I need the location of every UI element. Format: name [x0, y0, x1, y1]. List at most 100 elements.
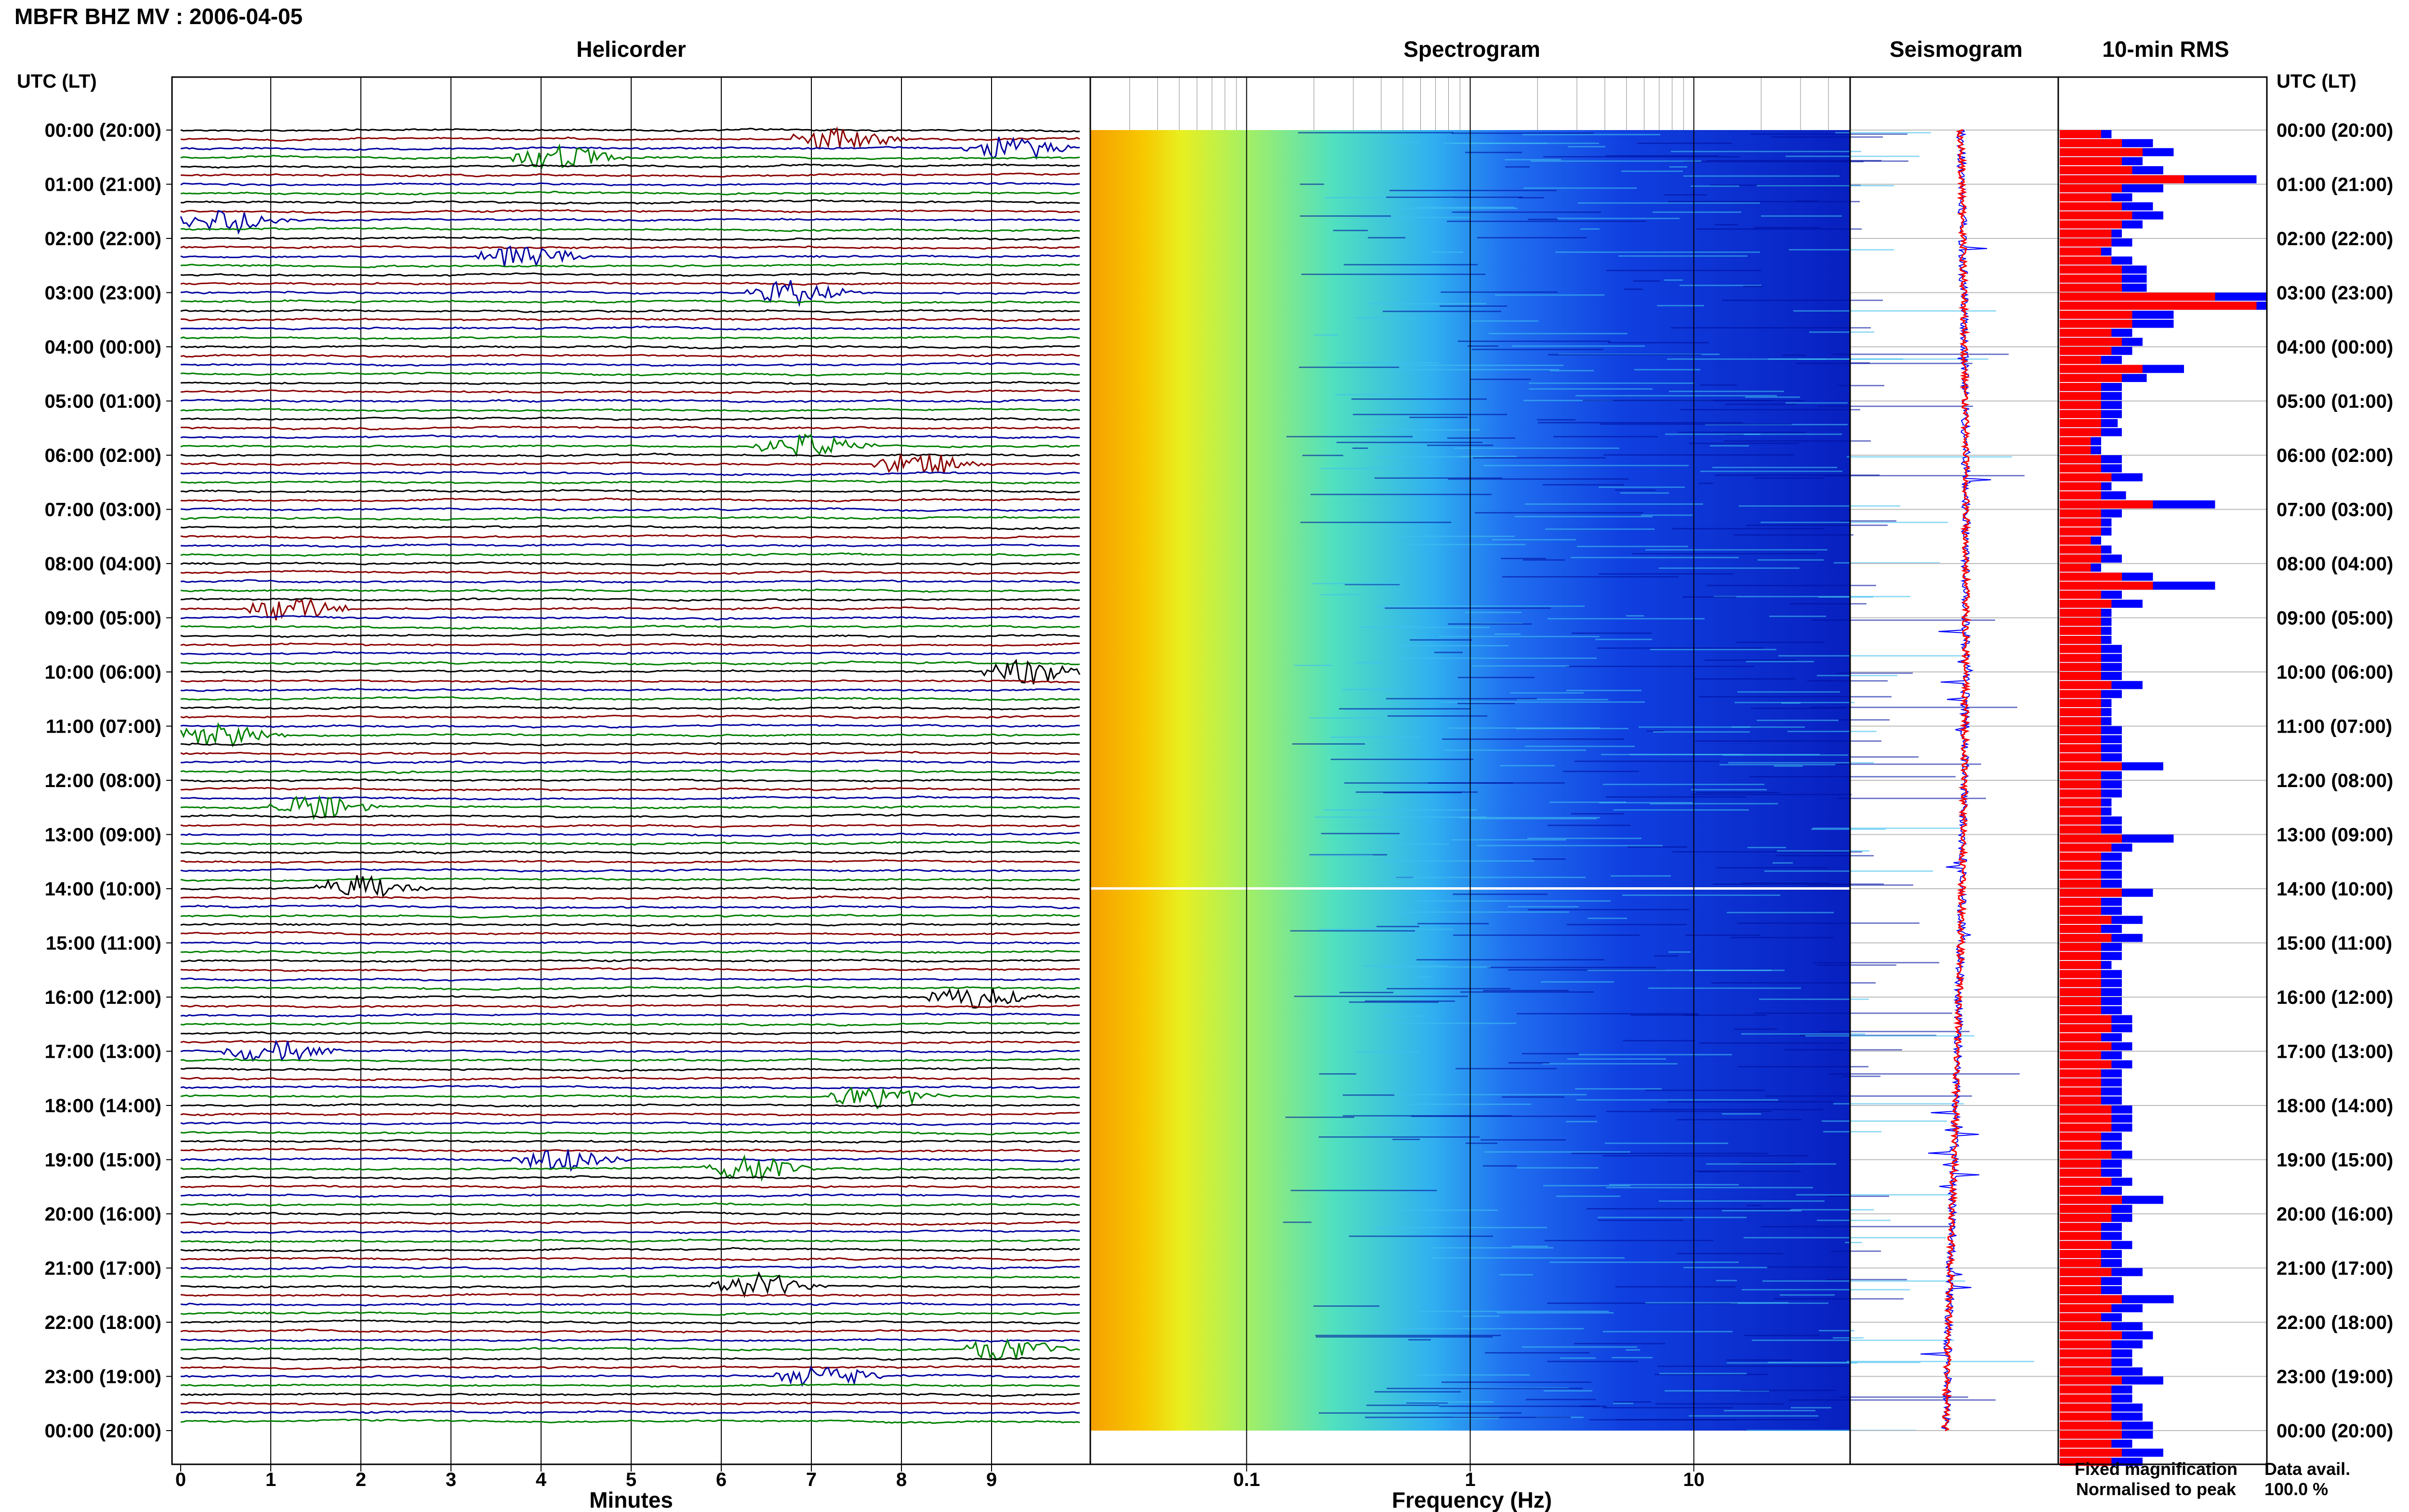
spectrogram-streak: [1777, 850, 1869, 852]
rms-bar-normalised: [2060, 283, 2122, 292]
rms-bar-normalised: [2060, 166, 2132, 174]
spectrogram-streak: [1696, 228, 1862, 230]
spectrogram-streak: [1390, 1023, 1516, 1024]
time-label-left: 19:00 (15:00): [45, 1150, 161, 1171]
spectrogram-streak: [1695, 740, 1881, 742]
spectrogram-streak: [1671, 151, 1861, 152]
helicorder-trace: [180, 1293, 1080, 1298]
helicorder-trace: [180, 1039, 1080, 1062]
spectrogram-streak: [1826, 1279, 1907, 1280]
spectrogram-streak: [1367, 1135, 1389, 1136]
rms-bar-normalised: [2060, 1340, 2112, 1349]
helicorder-trace: [180, 226, 1080, 232]
helicorder-trace: [180, 1410, 1080, 1415]
spectrogram-streak: [1618, 255, 1747, 257]
spectrogram-streak: [1632, 553, 1816, 554]
helicorder-trace: [180, 1271, 1080, 1299]
rms-bar-normalised: [2060, 1277, 2101, 1286]
spectrogram-streak: [1489, 333, 1628, 334]
spectrogram-streak: [1301, 274, 1485, 275]
helicorder-trace: [180, 1112, 1080, 1117]
spectrogram-streak: [1396, 657, 1597, 659]
rms-bar-normalised: [2060, 744, 2101, 752]
helicorder-trace: [181, 425, 1080, 431]
spectrogram-streak: [1470, 379, 1531, 380]
rms-bar-normalised: [2060, 681, 2112, 689]
spectrogram-streak: [1595, 639, 1652, 640]
spectrogram-streak: [1650, 803, 1778, 804]
spectrogram-streak: [1626, 1349, 1640, 1351]
spectrogram-streak: [1742, 1289, 1910, 1290]
spectrogram-streak: [1386, 698, 1537, 699]
spectrogram-streak: [1639, 726, 1805, 728]
spectrogram-streak: [1391, 365, 1563, 366]
spectrogram-streak: [1537, 419, 1575, 421]
spectrogram-streak: [1689, 443, 1799, 444]
spectrogram-streak: [1741, 1033, 1865, 1035]
helicorder-trace: [180, 1085, 1080, 1090]
rms-bar-normalised: [2060, 319, 2132, 328]
spectrogram-streak: [1390, 190, 1557, 191]
spectrogram-streak: [1517, 1013, 1698, 1014]
time-label-right: 08:00 (04:00): [2277, 553, 2393, 575]
spectrogram-streak: [1774, 765, 1803, 767]
spectrogram-streak: [1501, 558, 1546, 559]
spectrogram-streak: [1387, 1388, 1583, 1389]
spectrogram-streak: [1555, 251, 1760, 253]
rms-bar-normalised: [2060, 1042, 2112, 1051]
rms-bar-normalised: [2060, 509, 2101, 518]
spectrogram-streak: [1833, 1337, 1864, 1339]
rms-bar-normalised: [2060, 708, 2101, 716]
spectrogram-streak: [1712, 467, 1837, 468]
spectrogram-streak: [1726, 1359, 1792, 1361]
spectrogram-streak: [1528, 219, 1558, 220]
rms-bar-normalised: [2060, 338, 2122, 346]
spectrogram-streak: [1381, 605, 1585, 607]
rms-bar-normalised: [2060, 762, 2122, 771]
rms-bar-normalised: [2060, 464, 2101, 473]
spectrogram-streak: [1727, 1362, 1857, 1364]
time-label-right: 21:00 (17:00): [2277, 1258, 2393, 1279]
rms-bar-normalised: [2060, 473, 2112, 482]
spectrogram-streak: [1387, 988, 1510, 989]
spectrogram-streak: [1309, 717, 1381, 719]
spectrogram-streak: [1599, 573, 1734, 575]
spectrogram-streak: [1368, 237, 1405, 238]
spectrogram-streak: [1497, 1312, 1614, 1314]
spectrogram-streak: [1724, 1410, 1815, 1411]
spectrogram-streak: [1606, 155, 1719, 157]
spectrogram-streak: [1319, 1412, 1522, 1414]
helicorder-trace: [180, 434, 1080, 439]
spectrogram-streak: [1608, 342, 1709, 343]
spectrogram-streak: [1680, 409, 1860, 410]
spectrogram-streak: [1700, 384, 1737, 386]
spectrogram-streak: [1523, 187, 1637, 189]
time-label-right: 20:00 (16:00): [2277, 1204, 2393, 1225]
helicorder-trace: [180, 245, 1080, 267]
helicorder-trace: [180, 172, 1080, 178]
helicorder-trace: [180, 814, 1080, 818]
spectrogram-streak: [1813, 828, 1960, 829]
x-axes: 0 1 2 3 4 5 6 7 8 9 0.1 1 10: [175, 1464, 1705, 1490]
spectrogram-streak: [1310, 855, 1373, 856]
spectrogram-streak: [1418, 1311, 1609, 1312]
spectrogram-streak: [1495, 633, 1521, 635]
spectrogram-streak: [1353, 414, 1507, 415]
spectrogram-streak: [1588, 970, 1772, 971]
spectrogram-streak: [1653, 731, 1750, 733]
helicorder-trace: [180, 706, 1080, 711]
spectrogram-streak: [1427, 445, 1493, 446]
rms-bar-normalised: [2060, 771, 2101, 780]
rms-bar-normalised: [2060, 1268, 2112, 1276]
spectrogram-streak: [1502, 576, 1679, 578]
spectrogram-streak: [1606, 270, 1761, 271]
time-label-right: 13:00 (09:00): [2277, 825, 2393, 846]
spectrogram-streak: [1411, 1116, 1596, 1117]
legend-fixed: Fixed magnification: [2075, 1459, 2237, 1479]
rms-bar-normalised: [2060, 816, 2101, 825]
rms-bar-normalised: [2060, 943, 2101, 951]
spectrogram-streak: [1522, 1053, 1579, 1054]
spectrogram-streak: [1483, 1165, 1517, 1167]
helicorder-trace: [180, 859, 1080, 864]
